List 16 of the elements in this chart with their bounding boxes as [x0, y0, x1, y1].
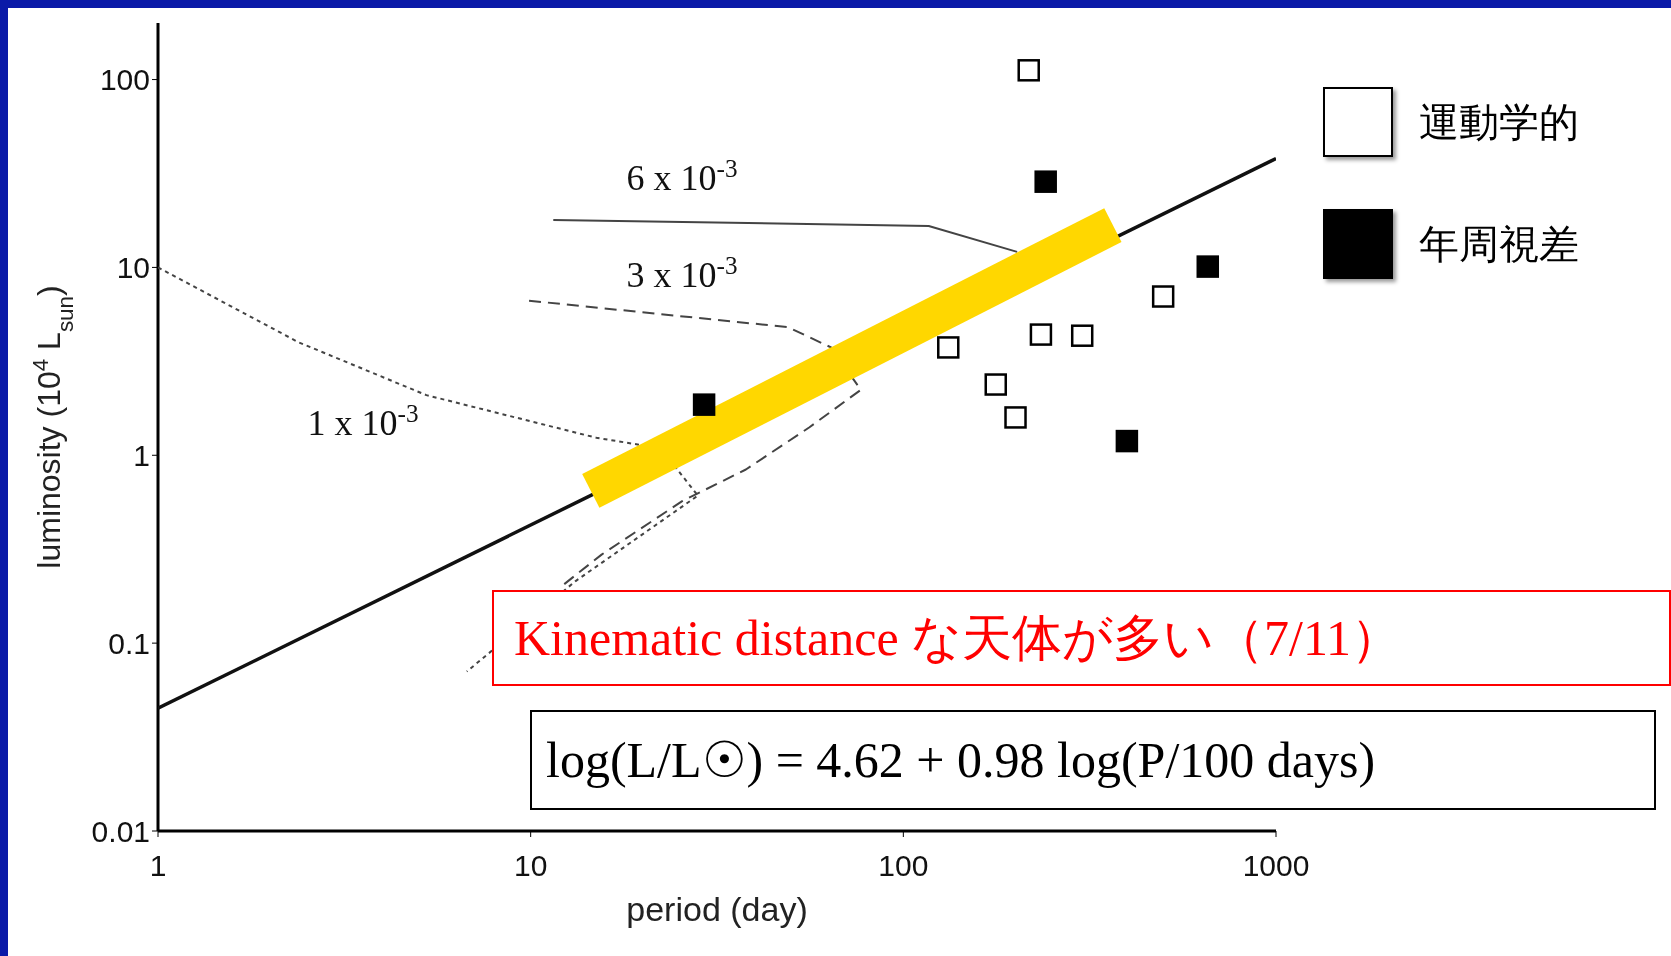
- annotation: 6 x 10$^{-3}$: [626, 154, 738, 198]
- x-tick-label: 100: [878, 849, 929, 883]
- annotation: 1 x 10$^{-3}$: [307, 399, 419, 443]
- y-tick-label: 10: [116, 251, 150, 285]
- annotation: 3 x 10$^{-3}$: [626, 251, 738, 295]
- y-tick-label: 1: [133, 438, 150, 472]
- y-tick-label: 100: [99, 63, 150, 97]
- formula-box: log(L/L☉) = 4.62 + 0.98 log(P/100 days): [530, 710, 1656, 810]
- note-box: Kinematic distance な天体が多い（7/11）: [492, 590, 1671, 686]
- y-tick-label: 0.1: [108, 626, 150, 660]
- x-tick-label: 10: [513, 849, 548, 883]
- x-axis-title: period (day): [626, 890, 808, 928]
- legend-label: 年周視差: [1419, 219, 1579, 269]
- y-tick-label: 0.01: [91, 814, 150, 848]
- legend-label: 運動学的: [1419, 97, 1579, 147]
- x-tick-label: 1000: [1242, 849, 1310, 883]
